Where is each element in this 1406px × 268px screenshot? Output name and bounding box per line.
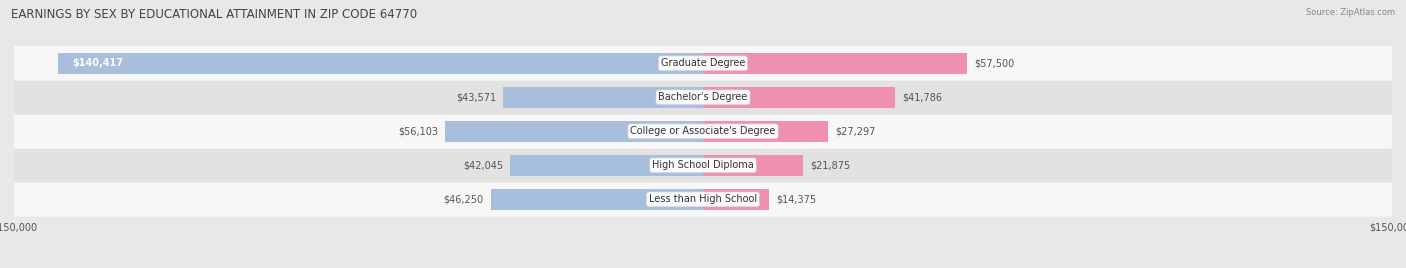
FancyBboxPatch shape: [14, 80, 1392, 115]
Text: $57,500: $57,500: [974, 58, 1014, 68]
Text: $46,250: $46,250: [443, 194, 484, 204]
Text: EARNINGS BY SEX BY EDUCATIONAL ATTAINMENT IN ZIP CODE 64770: EARNINGS BY SEX BY EDUCATIONAL ATTAINMEN…: [11, 8, 418, 21]
Text: $21,875: $21,875: [810, 160, 851, 170]
Bar: [503, 87, 703, 108]
Text: $43,571: $43,571: [456, 92, 496, 102]
Bar: [491, 189, 703, 210]
Text: Bachelor's Degree: Bachelor's Degree: [658, 92, 748, 102]
FancyBboxPatch shape: [14, 114, 1392, 149]
Text: $14,375: $14,375: [776, 194, 815, 204]
FancyBboxPatch shape: [14, 148, 1392, 183]
Bar: [703, 189, 769, 210]
Text: High School Diploma: High School Diploma: [652, 160, 754, 170]
Text: Source: ZipAtlas.com: Source: ZipAtlas.com: [1306, 8, 1395, 17]
Text: $41,786: $41,786: [901, 92, 942, 102]
Bar: [703, 121, 828, 142]
Bar: [703, 155, 803, 176]
FancyBboxPatch shape: [14, 46, 1392, 81]
Bar: [510, 155, 703, 176]
Text: $140,417: $140,417: [72, 58, 122, 68]
Bar: [703, 53, 967, 74]
Text: Graduate Degree: Graduate Degree: [661, 58, 745, 68]
Bar: [58, 53, 703, 74]
Bar: [703, 87, 896, 108]
Text: $56,103: $56,103: [398, 126, 439, 136]
Text: $27,297: $27,297: [835, 126, 876, 136]
Text: Less than High School: Less than High School: [650, 194, 756, 204]
Text: $42,045: $42,045: [463, 160, 503, 170]
Text: College or Associate's Degree: College or Associate's Degree: [630, 126, 776, 136]
FancyBboxPatch shape: [14, 182, 1392, 217]
Bar: [446, 121, 703, 142]
